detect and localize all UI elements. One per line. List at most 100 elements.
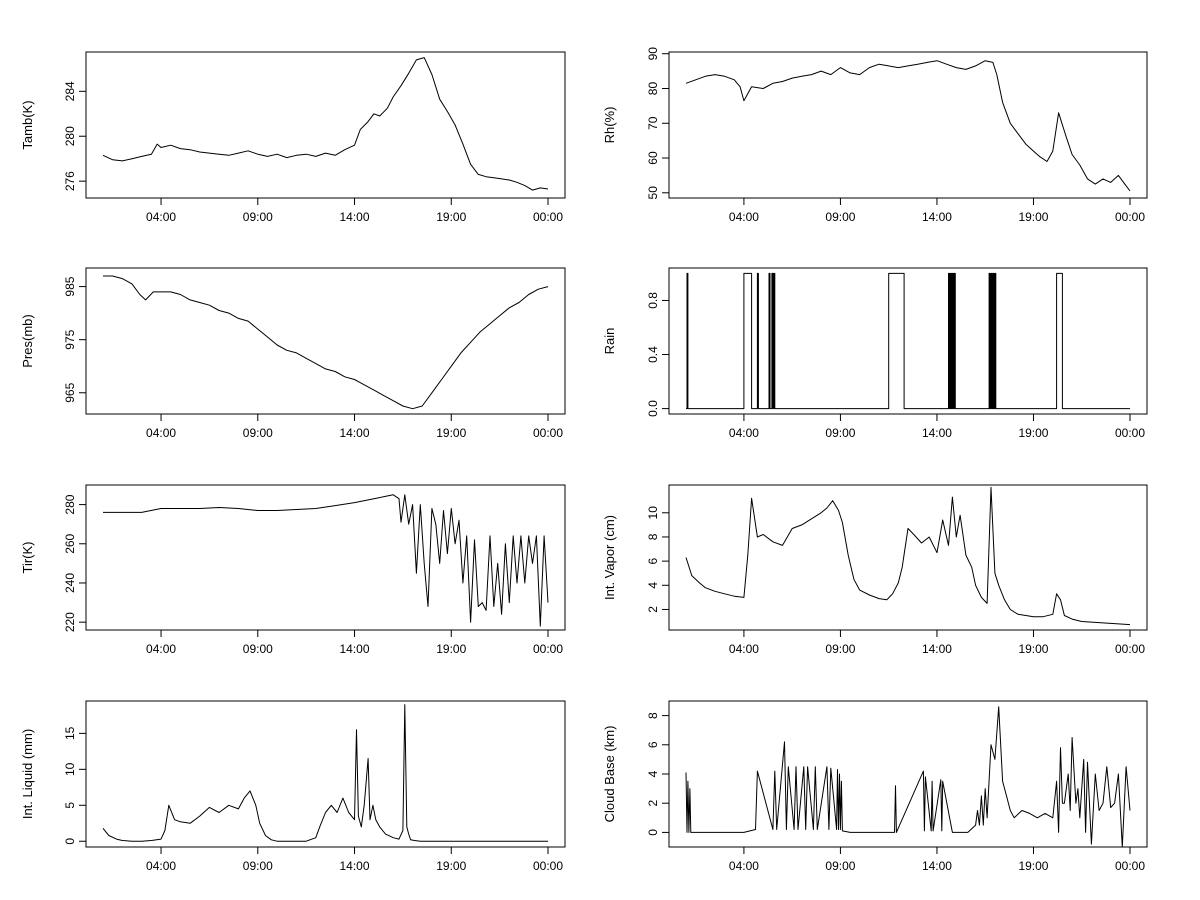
- x-tick-label: 19:00: [1018, 210, 1048, 224]
- x-tick-label: 04:00: [146, 642, 176, 656]
- plot-frame: [668, 267, 1148, 415]
- y-tick-label: 0: [646, 829, 660, 836]
- y-tick-label: 284: [63, 81, 77, 101]
- y-axis-label: Cloud Base (km): [602, 726, 617, 823]
- y-tick-label: 2: [646, 800, 660, 807]
- y-axis-label: Pres(mb): [20, 314, 35, 367]
- panel-1: 04:00 09:00 14:00 19:00 00:00 276 280 284 Tamb(K…: [20, 51, 566, 224]
- x-tick-label: 04:00: [729, 426, 759, 440]
- y-tick-label: 70: [646, 116, 660, 130]
- panel-4: 04:00 09:00 14:00 19:00 00:00 0.0 0.4 0.8 Rain: [602, 267, 1148, 440]
- y-tick-label: 80: [646, 82, 660, 96]
- x-tick-label: 09:00: [243, 426, 273, 440]
- series-line: [102, 704, 548, 842]
- plot-frame: [668, 51, 1148, 199]
- x-tick-label: 19:00: [436, 210, 466, 224]
- y-tick-label: 50: [646, 186, 660, 200]
- x-tick-label: 19:00: [436, 859, 466, 873]
- y-tick-label: 975: [63, 329, 77, 349]
- y-tick-label: 220: [63, 612, 77, 632]
- x-tick-label: 14:00: [922, 859, 952, 873]
- x-tick-label: 00:00: [1115, 426, 1145, 440]
- y-tick-label: 260: [63, 533, 77, 553]
- y-tick-label: 4: [646, 770, 660, 777]
- y-tick-label: 6: [646, 557, 660, 564]
- series-line: [685, 706, 1131, 848]
- y-axis-label: Int. Liquid (mm): [20, 729, 35, 819]
- plot-frame: [668, 484, 1148, 631]
- y-tick-label: 90: [646, 47, 660, 61]
- x-tick-label: 09:00: [243, 642, 273, 656]
- y-tick-label: 0: [63, 838, 77, 845]
- x-tick-label: 14:00: [922, 210, 952, 224]
- y-tick-label: 15: [63, 726, 77, 740]
- panel-7: 04:00 09:00 14:00 19:00 00:00 0 5 10 15 Int. Liqu…: [20, 700, 566, 873]
- x-tick-label: 19:00: [1018, 642, 1048, 656]
- y-tick-label: 280: [63, 126, 77, 146]
- series-line: [103, 494, 549, 627]
- y-tick-label: 0.4: [646, 346, 660, 363]
- x-tick-label: 14:00: [340, 210, 370, 224]
- x-tick-label: 09:00: [825, 210, 855, 224]
- y-tick-label: 0.8: [646, 292, 660, 309]
- x-tick-label: 09:00: [825, 859, 855, 873]
- series-line: [102, 57, 549, 191]
- x-tick-label: 19:00: [1018, 426, 1048, 440]
- y-tick-label: 8: [646, 533, 660, 540]
- series-line: [686, 272, 1130, 410]
- y-tick-label: 60: [646, 151, 660, 165]
- x-tick-label: 00:00: [533, 642, 563, 656]
- y-tick-label: 10: [63, 762, 77, 776]
- x-tick-label: 14:00: [340, 426, 370, 440]
- panel-5: 04:00 09:00 14:00 19:00 00:00 220 240 260 280 Tir…: [20, 484, 566, 656]
- x-tick-label: 19:00: [436, 642, 466, 656]
- y-tick-label: 0.0: [646, 400, 660, 417]
- x-tick-label: 00:00: [1115, 210, 1145, 224]
- y-tick-label: 10: [646, 506, 660, 520]
- y-tick-label: 4: [646, 582, 660, 589]
- x-tick-label: 04:00: [729, 210, 759, 224]
- series-line: [103, 275, 549, 410]
- panel-8: 04:00 09:00 14:00 19:00 00:00 0 2 4 6 8 Cloud Base…: [602, 700, 1148, 873]
- y-tick-label: 240: [63, 573, 77, 593]
- panel-3: 04:00 09:00 14:00 19:00 00:00 965 975 985 Pres(m…: [20, 267, 566, 440]
- x-tick-label: 14:00: [340, 642, 370, 656]
- series-line: [685, 486, 1131, 626]
- y-tick-label: 985: [63, 276, 77, 296]
- x-tick-label: 04:00: [146, 210, 176, 224]
- y-axis-label: Rh(%): [602, 107, 617, 144]
- x-tick-label: 09:00: [825, 642, 855, 656]
- x-tick-label: 19:00: [436, 426, 466, 440]
- x-tick-label: 00:00: [533, 859, 563, 873]
- x-tick-label: 09:00: [825, 426, 855, 440]
- x-tick-label: 14:00: [340, 859, 370, 873]
- y-axis-label: Int. Vapor (cm): [602, 515, 617, 600]
- x-tick-label: 09:00: [243, 210, 273, 224]
- y-tick-label: 8: [646, 712, 660, 719]
- x-tick-label: 14:00: [922, 642, 952, 656]
- y-tick-label: 280: [63, 494, 77, 514]
- panel-2: 04:00 09:00 14:00 19:00 00:00 50 60 70 80 90 Rh(%): [602, 47, 1148, 224]
- y-axis-label: Tamb(K): [20, 100, 35, 149]
- y-axis-label: Tir(K): [20, 541, 35, 573]
- x-tick-label: 04:00: [146, 859, 176, 873]
- x-tick-label: 14:00: [922, 426, 952, 440]
- y-tick-label: 6: [646, 741, 660, 748]
- y-axis-label: Rain: [602, 328, 617, 355]
- x-tick-label: 00:00: [1115, 642, 1145, 656]
- y-tick-label: 276: [63, 171, 77, 191]
- y-tick-label: 965: [63, 382, 77, 402]
- x-tick-label: 19:00: [1018, 859, 1048, 873]
- x-tick-label: 00:00: [533, 426, 563, 440]
- plot-frame: [668, 700, 1148, 848]
- x-tick-label: 00:00: [1115, 859, 1145, 873]
- plot-frame: [85, 484, 566, 631]
- x-tick-label: 04:00: [146, 426, 176, 440]
- plot-frame: [85, 267, 566, 415]
- y-tick-label: 2: [646, 606, 660, 613]
- plot-frame: [85, 700, 566, 848]
- x-tick-label: 09:00: [243, 859, 273, 873]
- plot-frame: [85, 51, 566, 199]
- series-line: [685, 60, 1131, 192]
